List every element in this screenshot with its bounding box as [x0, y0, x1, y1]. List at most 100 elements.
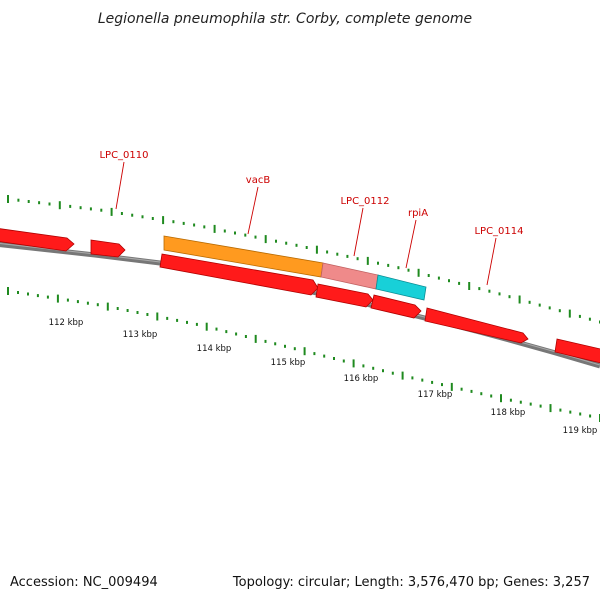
inner-minor-tick [431, 380, 434, 384]
outer-minor-tick [448, 279, 450, 283]
inner-minor-tick [480, 392, 483, 396]
outer-minor-tick [478, 287, 481, 291]
gene-label-LPC_0110[interactable]: LPC_0110 [99, 150, 148, 161]
outer-minor-tick [578, 314, 581, 318]
leader-LPC_0114 [486, 237, 497, 286]
outer-major-tick [568, 309, 571, 318]
gene-label-rpiA[interactable]: rpiA [408, 208, 428, 219]
gene-arrow-left-1[interactable] [0, 228, 75, 252]
outer-minor-tick [151, 217, 154, 220]
accession-text: Accession: NC_009494 [10, 575, 158, 590]
inner-minor-tick [126, 309, 129, 312]
outer-minor-tick [223, 229, 226, 233]
inner-minor-tick [342, 359, 345, 363]
inner-minor-tick [421, 378, 424, 382]
leader-LPC_0110 [115, 161, 125, 210]
outer-minor-tick [254, 235, 257, 239]
outer-minor-tick [558, 309, 561, 313]
outer-minor-tick [356, 257, 359, 261]
gene-label-LPC_0114[interactable]: LPC_0114 [474, 226, 523, 237]
gene-label-LPC_0112[interactable]: LPC_0112 [340, 196, 389, 207]
gene-arrow-5[interactable] [554, 338, 600, 364]
outer-minor-tick [89, 207, 92, 211]
inner-minor-tick [116, 307, 119, 310]
inner-major-tick [106, 302, 109, 311]
outer-minor-tick [458, 281, 461, 285]
cds-cyan-rpiA[interactable] [375, 274, 427, 301]
inner-minor-tick [66, 298, 69, 302]
outer-tick-ring [7, 195, 600, 324]
inner-minor-tick [235, 332, 238, 336]
outer-minor-tick [234, 231, 236, 235]
inner-major-tick [156, 312, 159, 321]
inner-major-tick [303, 347, 306, 356]
inner-minor-tick [293, 347, 296, 351]
inner-major-tick [450, 382, 453, 391]
gene-label-vacB[interactable]: vacB [246, 175, 271, 186]
outer-minor-tick [488, 289, 491, 293]
kbp-label-112: 112 kbp [49, 318, 84, 328]
inner-minor-tick [509, 398, 512, 402]
outer-minor-tick [336, 252, 339, 256]
outer-minor-tick [120, 212, 123, 215]
outer-major-tick [110, 207, 113, 216]
kbp-label-115: 115 kbp [271, 358, 306, 368]
inner-minor-tick [46, 295, 49, 299]
inner-minor-tick [362, 364, 365, 368]
outer-minor-tick [131, 213, 134, 217]
inner-minor-tick [539, 404, 542, 408]
outer-major-tick [162, 216, 165, 225]
inner-minor-tick [569, 410, 572, 414]
outer-minor-tick [285, 241, 288, 245]
outer-minor-tick [437, 276, 440, 280]
outer-minor-tick [407, 268, 410, 272]
cds-pink-LPC_0112[interactable] [320, 262, 379, 290]
inner-minor-tick [76, 300, 79, 304]
outer-minor-tick [193, 223, 196, 227]
gene-arrow-3[interactable] [370, 294, 422, 319]
genome-stats-text: Topology: circular; Length: 3,576,470 bp… [232, 575, 590, 590]
inner-minor-tick [323, 354, 326, 358]
kbp-label-116: 116 kbp [344, 374, 379, 384]
outer-major-tick [468, 282, 471, 290]
inner-minor-tick [215, 327, 218, 331]
inner-minor-tick [264, 339, 267, 343]
inner-minor-tick [333, 357, 335, 360]
outer-minor-tick [326, 250, 329, 254]
inner-minor-tick [86, 301, 89, 305]
inner-minor-tick [136, 311, 139, 314]
inner-minor-tick [244, 335, 247, 338]
leader-vacB [247, 186, 259, 235]
inner-minor-tick [372, 366, 375, 370]
outer-minor-tick [244, 233, 247, 237]
outer-minor-tick [508, 295, 511, 299]
outer-minor-tick [79, 206, 82, 210]
outer-major-tick [366, 256, 369, 265]
inner-minor-tick [176, 318, 179, 322]
inner-minor-tick [589, 414, 592, 418]
gene-arrow-2[interactable] [315, 283, 374, 308]
outer-major-tick [58, 201, 61, 210]
outer-minor-tick [387, 263, 390, 267]
gene-arrow-1[interactable] [159, 253, 319, 296]
gene-arrow-4[interactable] [424, 307, 529, 344]
cds-band[interactable] [163, 235, 427, 301]
inner-minor-tick [470, 389, 473, 393]
outer-minor-tick [588, 317, 591, 321]
inner-minor-tick [166, 316, 169, 320]
inner-minor-tick [225, 330, 228, 334]
gene-arrow-left-2[interactable] [90, 239, 126, 258]
outer-minor-tick [397, 266, 400, 270]
inner-minor-tick [186, 320, 188, 324]
inner-minor-tick [382, 369, 384, 373]
leader-LPC_0112 [353, 207, 364, 257]
inner-tick-ring [7, 287, 600, 422]
outer-minor-tick [305, 246, 308, 249]
map-title: Legionella pneumophila str. Corby, compl… [98, 11, 472, 27]
inner-minor-tick [559, 408, 562, 412]
inner-minor-tick [17, 291, 19, 294]
outer-minor-tick [182, 221, 185, 225]
inner-minor-tick [284, 344, 286, 348]
inner-minor-tick [460, 387, 463, 391]
